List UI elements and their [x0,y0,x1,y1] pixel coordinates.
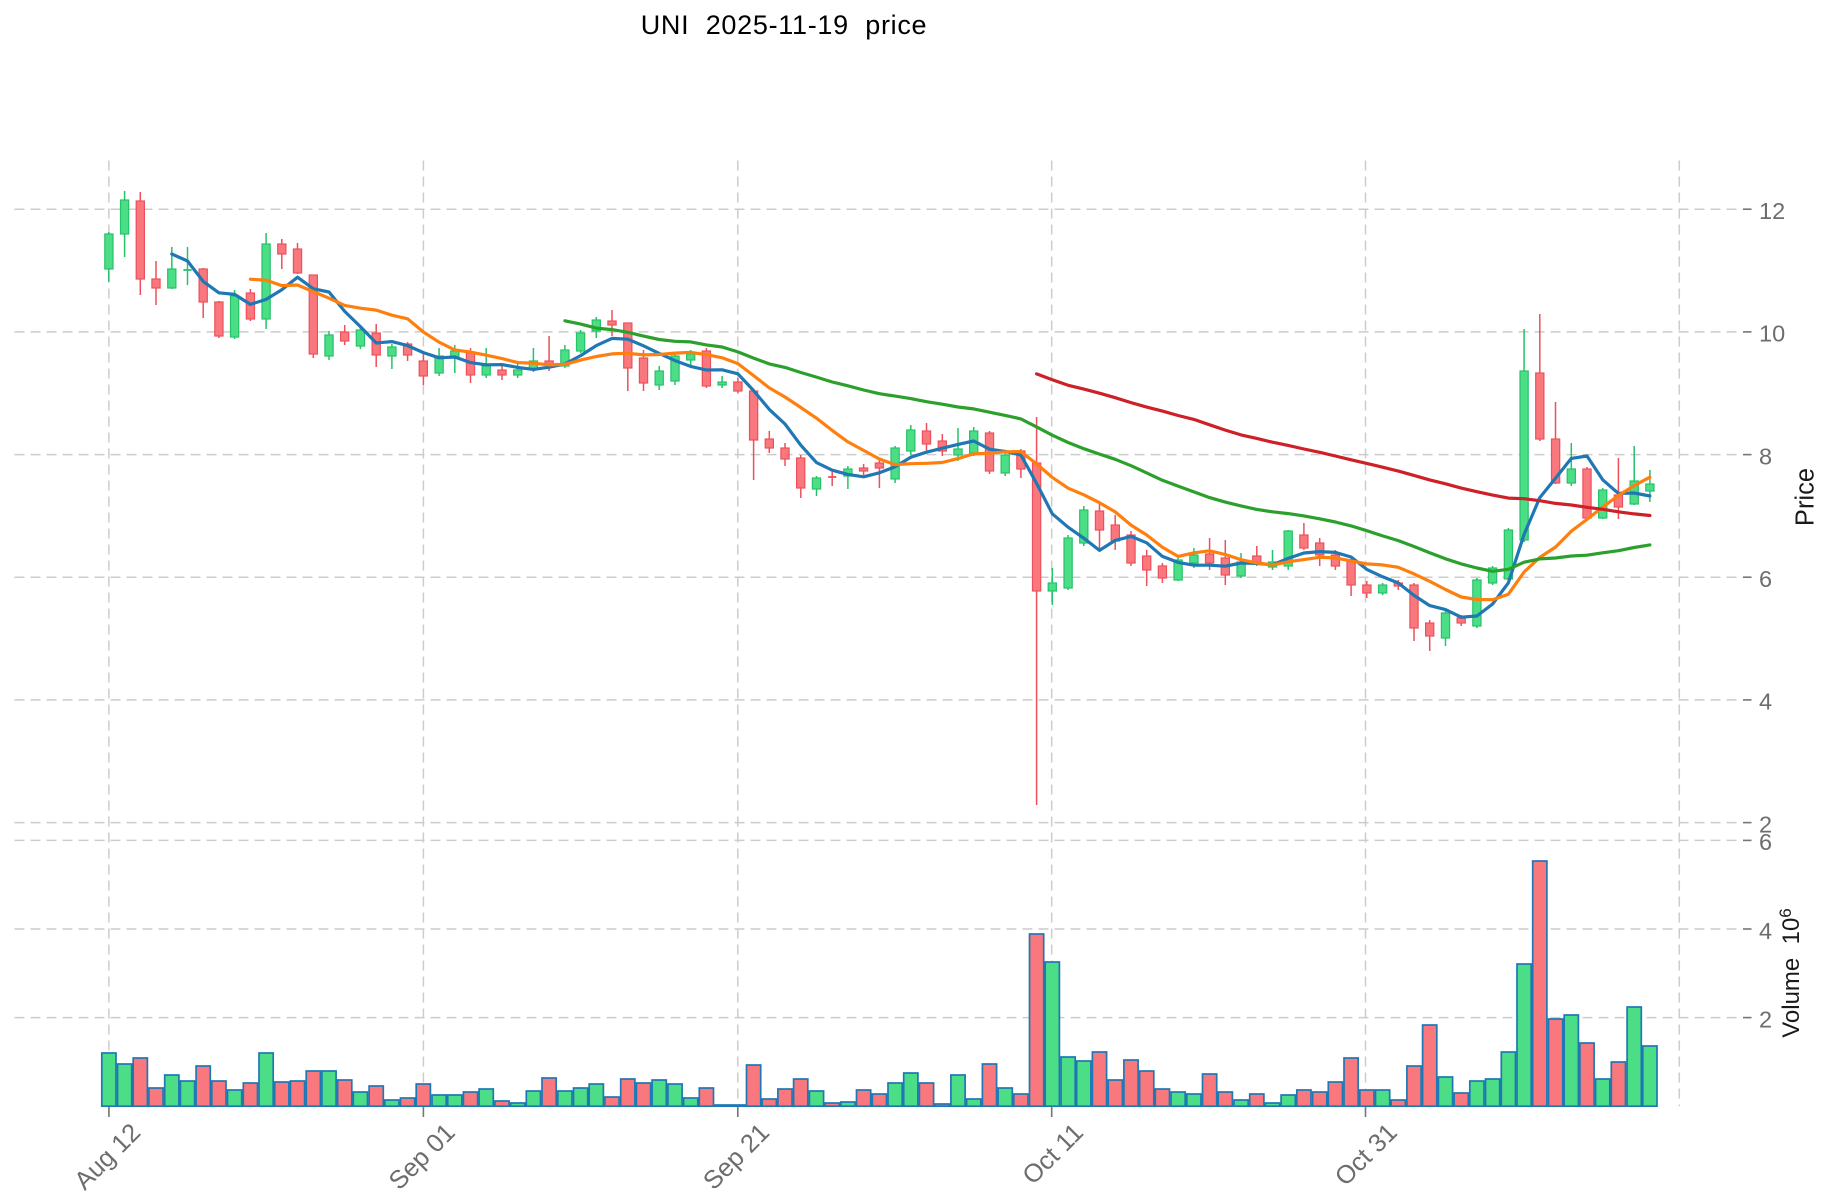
svg-text:8: 8 [1759,443,1772,469]
svg-text:2: 2 [1759,811,1772,837]
svg-text:4: 4 [1759,918,1772,944]
svg-text:UNI 2025-11-19 price: UNI 2025-11-19 price [641,10,928,40]
svg-text:6: 6 [1759,829,1772,855]
svg-text:4: 4 [1759,689,1772,715]
svg-text:10: 10 [1759,321,1785,347]
svg-text:Volume 106: Volume 106 [1776,908,1805,1038]
svg-text:Price: Price [1792,468,1820,526]
svg-text:2: 2 [1759,1006,1772,1032]
svg-text:12: 12 [1759,198,1785,224]
svg-text:6: 6 [1759,566,1772,592]
